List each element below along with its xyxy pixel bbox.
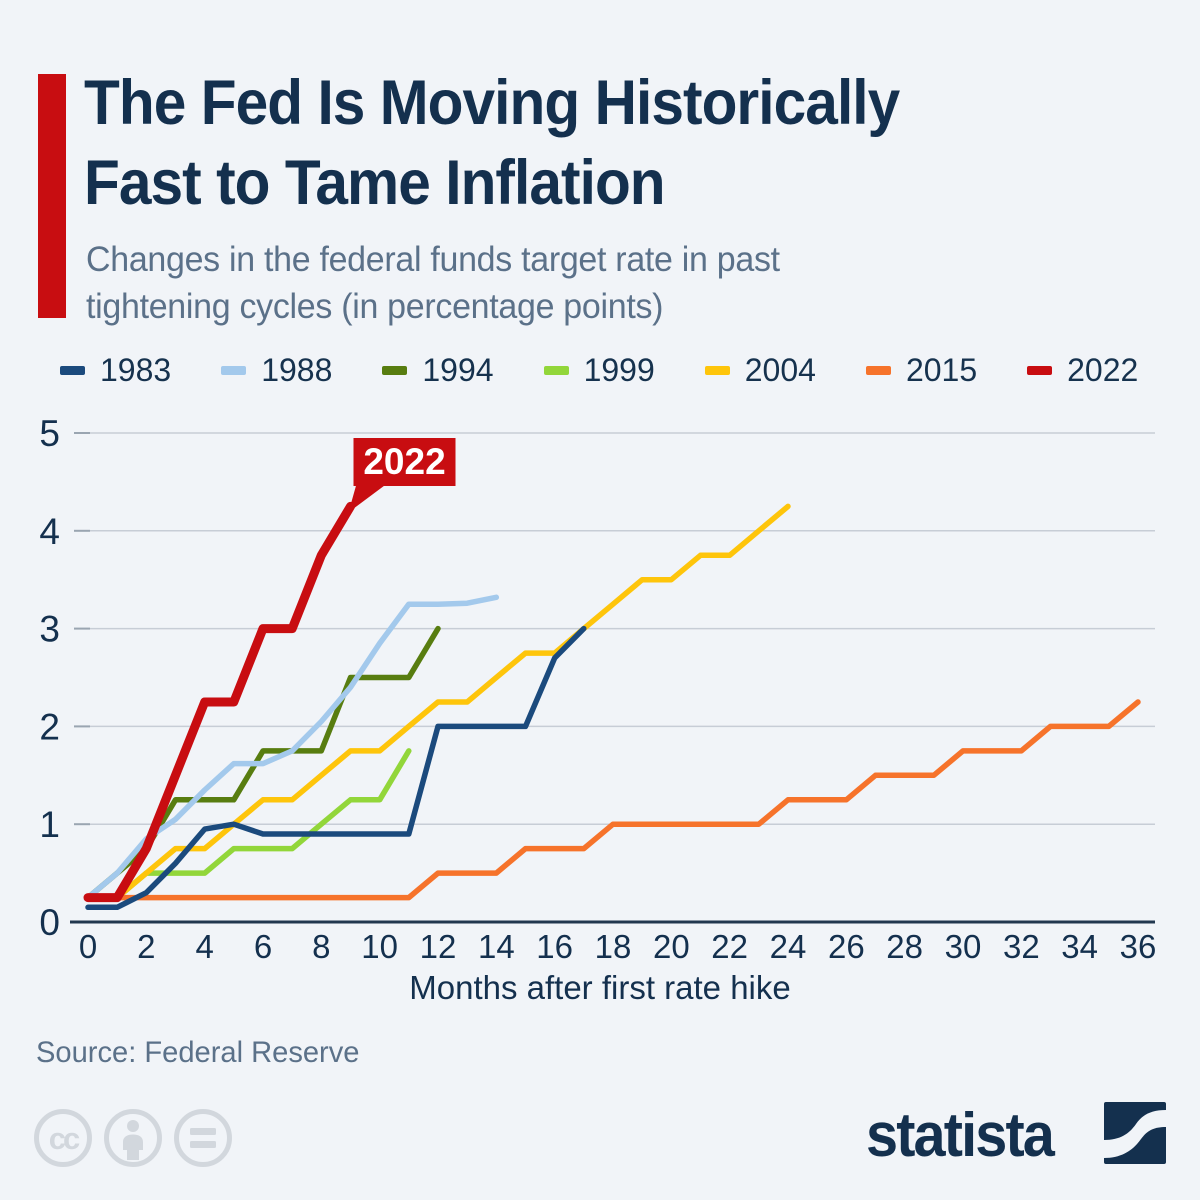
source-text: Source: Federal Reserve — [36, 1036, 360, 1069]
legend-swatch-2022 — [1027, 366, 1053, 375]
legend-label-1994: 1994 — [422, 352, 494, 388]
accent-bar — [38, 74, 66, 318]
legend-swatch-1988 — [221, 366, 247, 375]
x-tick-label-26: 26 — [828, 928, 865, 965]
legend-item-2004: 2004 — [704, 352, 816, 389]
legend-item-2022: 2022 — [1027, 352, 1138, 389]
x-tick-label-0: 0 — [79, 928, 97, 965]
callout-pointer — [348, 484, 387, 513]
page-subtitle-line2: tightening cycles (in percentage points) — [86, 287, 664, 326]
legend-swatch-1983 — [60, 366, 85, 375]
legend-item-1988: 1988 — [221, 352, 332, 389]
y-tick-label-2: 2 — [39, 706, 60, 747]
page-subtitle-line1: Changes in the federal funds target rate… — [86, 240, 780, 279]
legend-label-1988: 1988 — [261, 352, 333, 388]
legend-label-2015: 2015 — [905, 352, 978, 388]
x-tick-label-18: 18 — [595, 928, 632, 965]
equals-icon — [174, 1109, 232, 1167]
legend-item-1999: 1999 — [543, 352, 655, 389]
legend-label-1983: 1983 — [100, 352, 172, 388]
x-tick-label-14: 14 — [478, 928, 515, 965]
cc-icon: cc — [34, 1109, 92, 1167]
legend-label-2022: 2022 — [1067, 352, 1139, 388]
x-tick-label-34: 34 — [1061, 928, 1098, 965]
statista-logo-text: statista — [866, 1101, 1055, 1170]
attribution-icon — [104, 1109, 162, 1167]
legend-label-2004: 2004 — [744, 352, 816, 388]
y-tick-label-1: 1 — [39, 804, 60, 845]
callout-label: 2022 — [363, 441, 445, 482]
x-tick-label-20: 20 — [653, 928, 690, 965]
legend-swatch-1994 — [382, 366, 408, 375]
series-line-2004 — [85, 503, 791, 901]
x-tick-label-6: 6 — [254, 928, 272, 965]
legend-item-1983: 1983 — [60, 352, 171, 389]
legend-item-1994: 1994 — [382, 352, 494, 389]
series-line-2015 — [85, 699, 1141, 901]
y-tick-label-4: 4 — [39, 511, 60, 552]
page-title: The Fed Is Moving Historically Fast to T… — [84, 63, 1154, 223]
legend-swatch-2004 — [704, 366, 730, 375]
legend-item-2015: 2015 — [865, 352, 978, 389]
y-tick-label-5: 5 — [39, 413, 60, 454]
page-title-line1: The Fed Is Moving Historically — [84, 68, 900, 138]
license-icons: cc — [34, 1109, 232, 1167]
statista-logo-icon — [1104, 1102, 1166, 1164]
legend-swatch-1999 — [543, 366, 569, 375]
x-tick-label-4: 4 — [195, 928, 213, 965]
x-tick-label-12: 12 — [420, 928, 457, 965]
x-tick-label-2: 2 — [137, 928, 155, 965]
legend-swatch-2015 — [865, 366, 891, 375]
x-tick-label-28: 28 — [886, 928, 923, 965]
x-tick-label-22: 22 — [711, 928, 748, 965]
svg-text:cc: cc — [49, 1121, 80, 1156]
x-tick-label-32: 32 — [1003, 928, 1040, 965]
x-tick-label-8: 8 — [312, 928, 330, 965]
x-tick-label-36: 36 — [1120, 928, 1157, 965]
series-line-2022 — [83, 501, 355, 903]
y-tick-label-0: 0 — [39, 902, 60, 943]
x-axis-title: Months after first rate hike — [409, 969, 790, 1006]
y-tick-label-3: 3 — [39, 609, 60, 650]
x-tick-label-30: 30 — [945, 928, 982, 965]
x-tick-label-16: 16 — [536, 928, 573, 965]
x-tick-label-10: 10 — [361, 928, 398, 965]
series-line-1983 — [85, 625, 587, 911]
legend: 1983 1988 1994 1999 2004 2015 2022 — [60, 352, 1138, 389]
callout-box — [353, 438, 456, 486]
x-tick-label-24: 24 — [770, 928, 807, 965]
page-subtitle: Changes in the federal funds target rate… — [86, 236, 1153, 330]
page-title-line2: Fast to Tame Inflation — [84, 148, 666, 218]
legend-label-1999: 1999 — [583, 352, 655, 388]
